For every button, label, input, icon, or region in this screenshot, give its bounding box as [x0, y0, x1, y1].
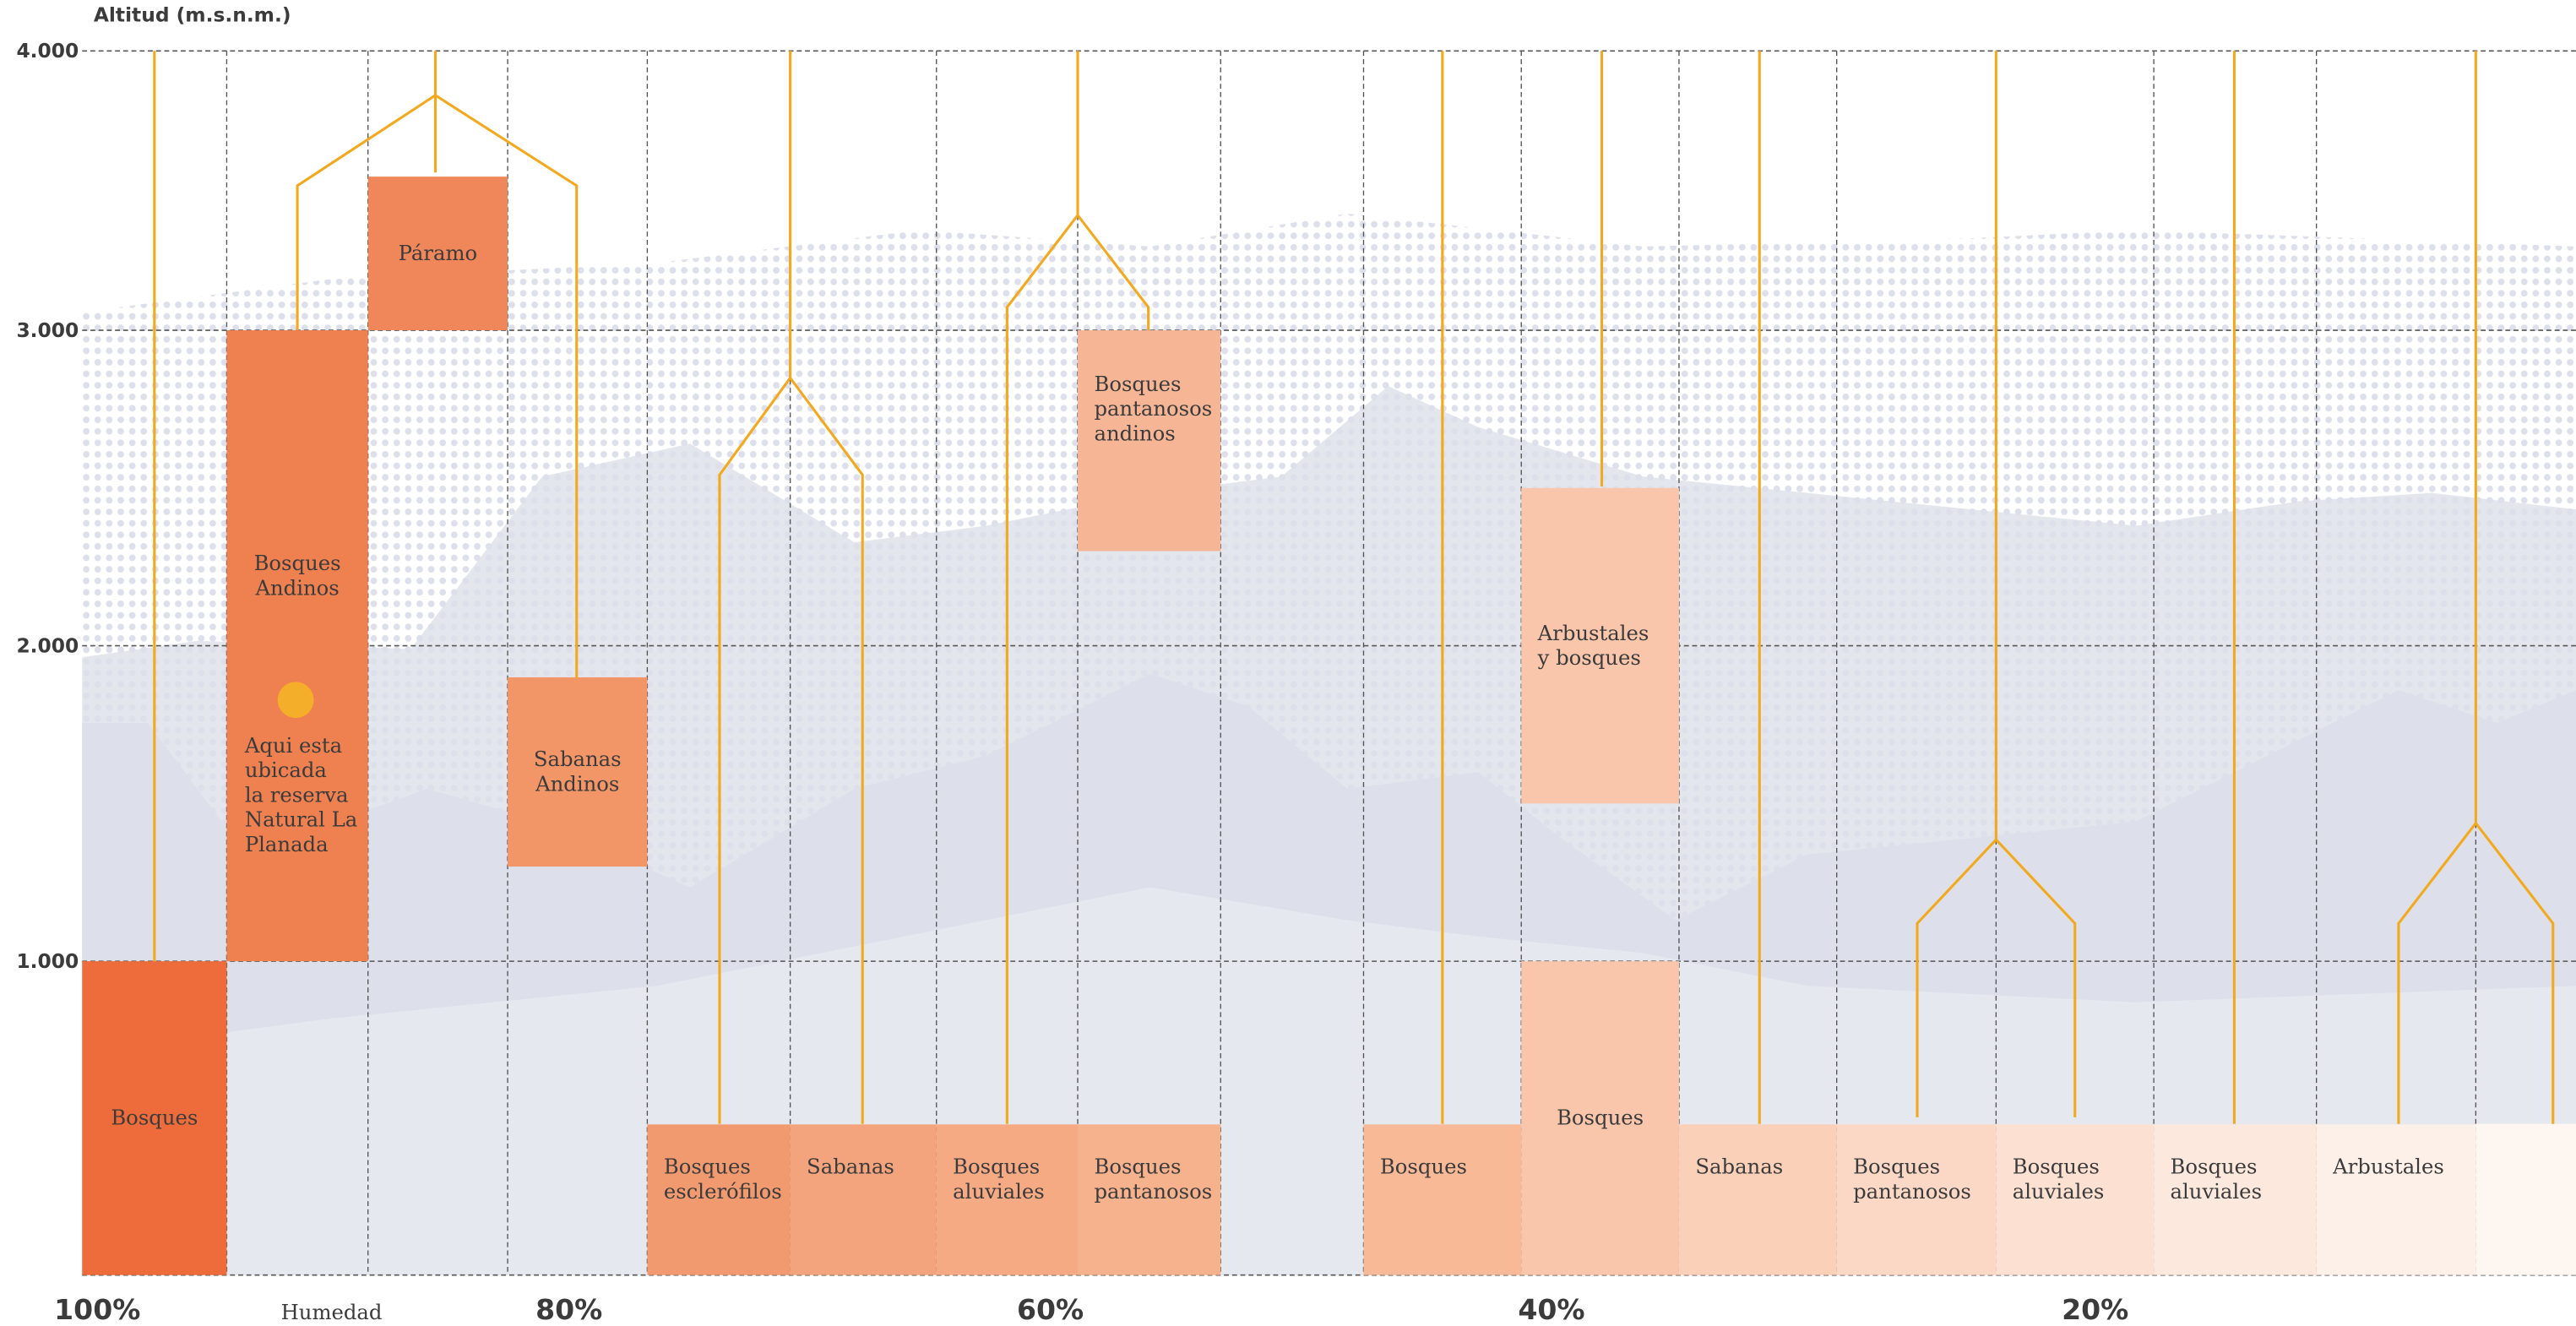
y-tick-label: 3.000: [16, 318, 79, 342]
block: [1363, 1124, 1522, 1275]
block-label: Sabanas Andinos: [534, 747, 622, 796]
block-label-line: Bosques: [1094, 372, 1181, 396]
block-label-line: aluviales: [2013, 1179, 2105, 1204]
block: [367, 177, 508, 331]
block: [647, 1124, 791, 1275]
connectors: [153, 51, 2555, 1124]
block-label-line: aluviales: [2171, 1179, 2263, 1204]
block: [2316, 1124, 2476, 1275]
block: [1521, 487, 1679, 804]
block-label: Páramo: [399, 241, 478, 265]
block-label-line: pantanosos: [1853, 1179, 1971, 1204]
block-label-line: Bosques: [111, 1106, 198, 1130]
block: [936, 1124, 1079, 1275]
x-label: 40%: [1518, 1293, 1584, 1326]
block-label-line: Bosques: [254, 551, 341, 575]
block-label-line: esclerófilos: [664, 1179, 782, 1204]
block-label: Bosques pantanosos: [1094, 1155, 1212, 1204]
blocks: [82, 177, 2476, 1275]
block-label-line: Bosques: [1094, 1155, 1181, 1179]
block-label-line: andinos: [1094, 421, 1175, 445]
block-label: Bosques: [1557, 1106, 1644, 1130]
block-label: Bosques Andinos: [254, 551, 341, 600]
block: [1678, 1124, 1837, 1275]
block: [2154, 1124, 2317, 1275]
block-label-line: Arbustales: [2332, 1155, 2444, 1179]
block-label-line: Bosques: [953, 1155, 1040, 1179]
block: [1996, 1124, 2155, 1275]
block: [1078, 1124, 1221, 1275]
annotation-line: Planada: [245, 832, 329, 856]
block-label-line: Bosques: [1853, 1155, 1940, 1179]
block-label-line: Bosques: [2171, 1155, 2258, 1179]
block: [1521, 961, 1679, 1275]
empty-block: [2475, 1123, 2576, 1275]
block-label: Bosques: [1380, 1155, 1467, 1179]
block-label-line: pantanosos: [1094, 1179, 1212, 1204]
background-mountains: [82, 213, 2576, 1275]
block-label: Bosques: [111, 1106, 198, 1130]
block: [226, 330, 368, 962]
block: [82, 961, 227, 1275]
block-label-line: Andinos: [254, 575, 339, 600]
y-tick-label: 1.000: [16, 949, 79, 973]
block: [1078, 330, 1221, 552]
annotation-line: la reserva: [245, 782, 349, 807]
block-label-line: Sabanas: [1695, 1155, 1783, 1179]
block-label-line: pantanosos: [1094, 396, 1212, 421]
block-label: Bosques aluviales: [2013, 1155, 2105, 1204]
block-label-line: Arbustales: [1537, 621, 1649, 645]
block: [790, 1124, 937, 1275]
block: [508, 677, 648, 867]
block-label-line: y bosques: [1537, 645, 1641, 670]
block-label: Arbustales y bosques: [1537, 621, 1649, 670]
y-tick-label: 2.000: [16, 633, 79, 657]
x-label: 100%: [54, 1293, 140, 1326]
y-axis-title: Altitud (m.s.n.m.): [94, 3, 291, 26]
x-label: Humedad: [281, 1300, 383, 1324]
block-label: Bosques pantanosos andinos: [1094, 372, 1212, 445]
block-label-line: Bosques: [664, 1155, 751, 1179]
block: [1836, 1124, 1997, 1275]
block-label-line: Sabanas: [534, 747, 622, 771]
block-label-line: Andinos: [535, 771, 619, 796]
block-label-line: Bosques: [1380, 1155, 1467, 1179]
x-label: 60%: [1017, 1293, 1084, 1326]
block-label: Arbustales: [2332, 1155, 2444, 1179]
block-label-line: Sabanas: [807, 1155, 894, 1179]
y-tick-label: 4.000: [16, 39, 79, 62]
annotation: Aqui esta ubicada la reserva Natural La Plan…: [244, 733, 357, 856]
block-label-line: Bosques: [2013, 1155, 2100, 1179]
x-label: 80%: [535, 1293, 602, 1326]
block-label: Bosques aluviales: [953, 1155, 1045, 1204]
annotation-line: Natural La: [245, 807, 357, 832]
block-label: Sabanas: [807, 1155, 894, 1179]
block-label-line: aluviales: [953, 1179, 1045, 1204]
annotation-line: ubicada: [245, 758, 327, 782]
block-label: Bosques pantanosos: [1853, 1155, 1971, 1204]
block-label-line: Bosques: [1557, 1106, 1644, 1130]
block-label: Bosques esclerófilos: [664, 1155, 782, 1204]
annotation-line: Aqui esta: [244, 733, 342, 758]
block-label: Bosques aluviales: [2171, 1155, 2263, 1204]
block-label: Sabanas: [1695, 1155, 1783, 1179]
x-label: 20%: [2062, 1293, 2128, 1326]
block-label-line: Páramo: [399, 241, 478, 265]
location-dot: [277, 682, 314, 719]
